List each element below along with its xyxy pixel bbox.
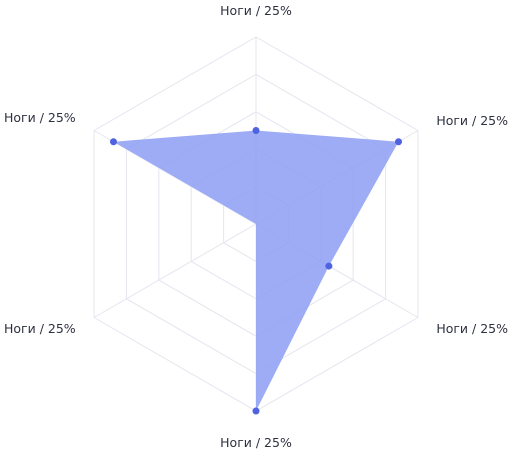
radar-axis-labels: Ноги / 25% Ноги / 25% Ноги / 25% Ноги / 25%… — [4, 3, 508, 450]
radar-series — [109, 127, 403, 415]
axis-label-2: Ноги / 25% — [436, 321, 508, 336]
axis-label-4: Ноги / 25% — [4, 321, 76, 336]
axis-label-3: Ноги / 25% — [220, 435, 292, 450]
axis-spoke-4 — [93, 223, 257, 318]
data-point-2[interactable] — [325, 262, 333, 270]
data-point-1[interactable] — [395, 138, 403, 146]
axis-spoke-5 — [93, 130, 257, 225]
series-area — [113, 130, 399, 411]
data-point-5[interactable] — [109, 138, 117, 146]
data-point-3[interactable] — [252, 407, 260, 415]
axis-label-1: Ноги / 25% — [436, 113, 508, 128]
axis-label-0: Ноги / 25% — [220, 3, 292, 18]
data-point-0[interactable] — [252, 127, 260, 134]
axis-label-5: Ноги / 25% — [4, 110, 76, 125]
